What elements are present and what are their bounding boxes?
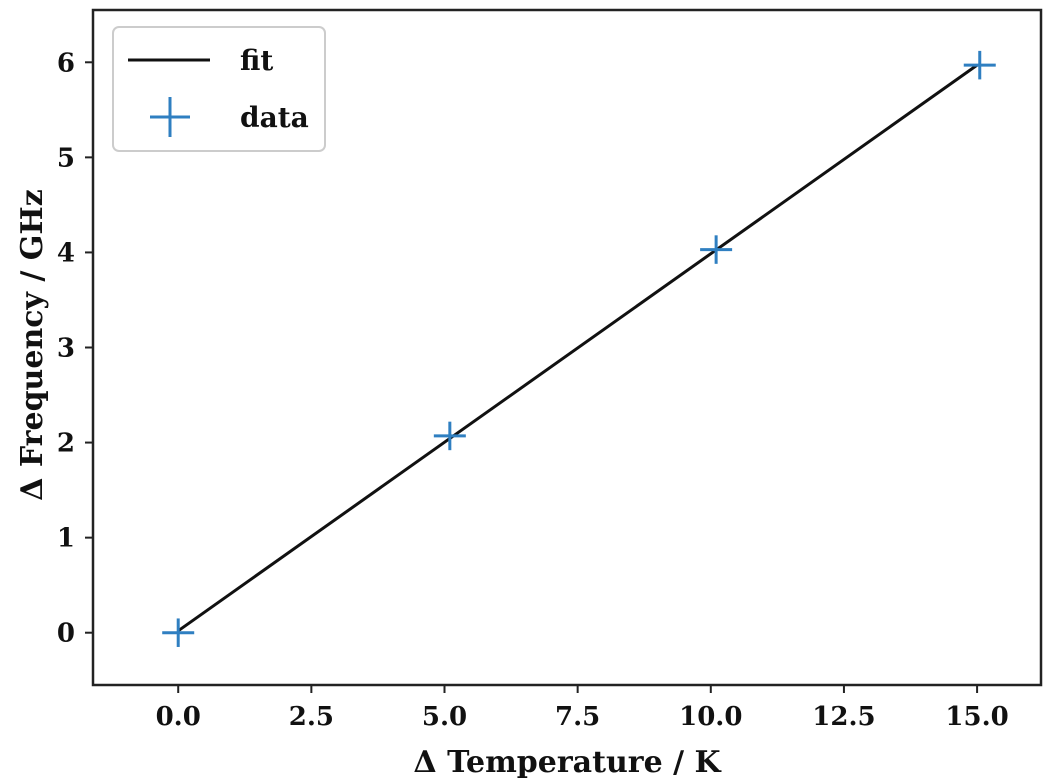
data-point <box>700 235 733 264</box>
series <box>162 50 996 647</box>
y-tick-label: 2 <box>57 429 75 459</box>
x-tick-label: 5.0 <box>422 702 467 732</box>
y-tick-label: 3 <box>57 334 75 364</box>
y-tick-label: 0 <box>57 619 75 649</box>
y-tick-label: 5 <box>57 143 75 173</box>
x-axis-label: Δ Temperature / K <box>413 745 721 780</box>
x-tick-label: 0.0 <box>156 702 201 732</box>
legend-box <box>112 26 326 152</box>
legend-data-marker <box>150 97 190 137</box>
data-point <box>433 421 466 451</box>
x-tick-label: 7.5 <box>555 702 600 732</box>
ticks: 0.0 2.5 5.0 7.5 10.0 12.5 15.0 0 1 2 3 4 5 6 <box>57 48 1009 732</box>
data-point <box>162 618 195 647</box>
x-tick-label: 10.0 <box>679 702 742 732</box>
data-point <box>963 50 996 80</box>
y-tick-label: 6 <box>57 48 75 78</box>
legend: fit data <box>112 26 326 152</box>
x-tick-label: 15.0 <box>945 702 1008 732</box>
x-tick-label: 2.5 <box>289 702 334 732</box>
legend-data-label: data <box>240 101 309 134</box>
y-tick-label: 1 <box>57 524 75 554</box>
y-axis-label: Δ Frequency / GHz <box>15 189 50 501</box>
fit-line <box>177 63 978 633</box>
legend-fit-label: fit <box>240 44 273 77</box>
y-tick-label: 4 <box>57 238 75 268</box>
x-tick-label: 12.5 <box>812 702 875 732</box>
